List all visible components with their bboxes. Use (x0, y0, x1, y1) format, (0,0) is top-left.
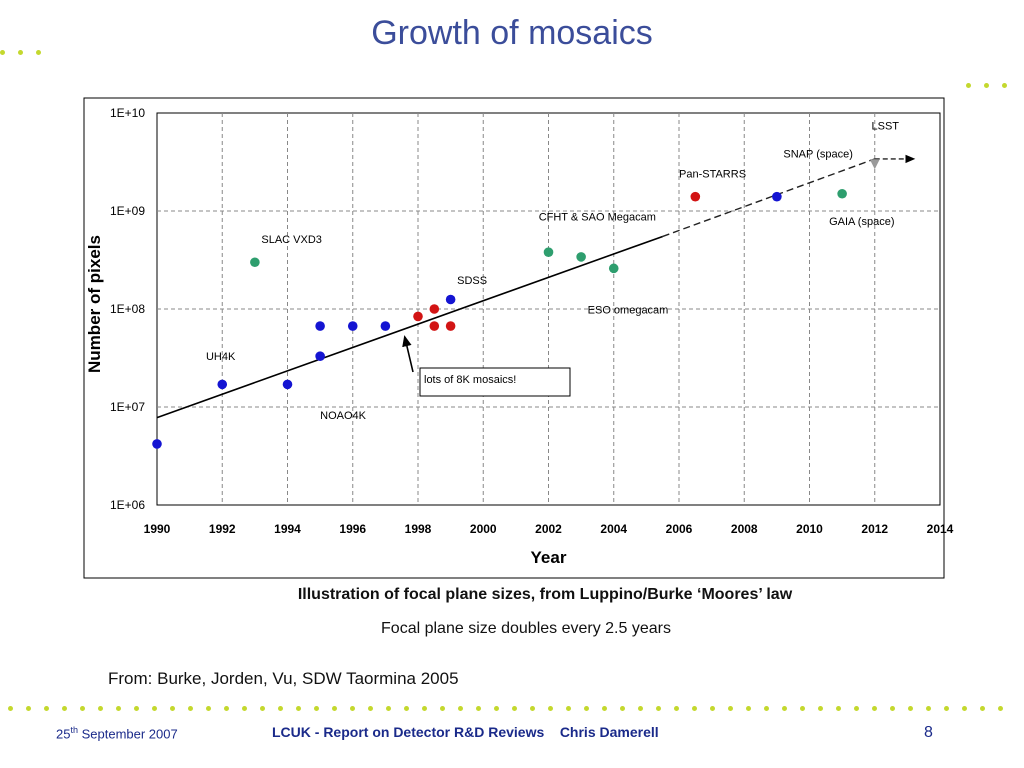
annotation-label: GAIA (space) (829, 216, 894, 228)
annotation-label: LSST (871, 120, 899, 132)
y-tick-label: 1E+08 (110, 302, 145, 316)
trend-projection (662, 158, 875, 238)
callout-box (419, 367, 571, 397)
data-point-blue (282, 379, 293, 390)
decorative-dots-left (0, 50, 54, 55)
annotation-label: ESO omegacam (588, 304, 669, 316)
data-point-blue (217, 379, 228, 390)
x-tick-label: 1994 (274, 522, 301, 536)
data-point-green (543, 247, 554, 257)
data-point-red (429, 321, 440, 331)
x-tick-label: 1998 (405, 522, 432, 536)
footer-date-rest: September 2007 (77, 726, 178, 742)
data-point-red (445, 321, 456, 331)
footer-dots (8, 706, 1016, 711)
annotation-label: Pan-STARRS (679, 168, 746, 180)
x-tick-label: 2000 (470, 522, 497, 536)
trend-line (156, 235, 663, 419)
data-point-green (608, 263, 619, 274)
footer-title: LCUK - Report on Detector R&D Reviews Ch… (272, 724, 659, 740)
y-tick-label: 1E+07 (110, 400, 145, 414)
x-tick-label: 2006 (666, 522, 693, 536)
footer-date-day: 25 (56, 726, 71, 742)
slide-title: Growth of mosaics (371, 14, 653, 52)
data-point-blue (380, 321, 391, 331)
x-tick-label: 2010 (796, 522, 823, 536)
x-tick-label: 2014 (927, 522, 954, 536)
annotation-label: SDSS (457, 275, 487, 287)
source-citation: From: Burke, Jorden, Vu, SDW Taormina 20… (108, 669, 459, 688)
data-point-red (429, 304, 440, 314)
x-tick-label: 1992 (209, 522, 236, 536)
chart-caption: Illustration of focal plane sizes, from … (297, 586, 793, 603)
page-number: 8 (924, 724, 933, 741)
annotation-label: UH4K (206, 351, 236, 363)
data-point-green (576, 252, 586, 262)
data-point-red (413, 311, 423, 322)
y-tick-label: 1E+10 (110, 106, 145, 120)
x-axis-label: Year (531, 548, 567, 567)
x-tick-label: 2004 (600, 522, 627, 536)
chart-frame (83, 97, 945, 579)
footer-date: 25th September 2007 (56, 725, 178, 741)
annotation-label: NOAO4K (320, 410, 367, 422)
data-point-green (837, 188, 847, 199)
x-tick-label: 1996 (339, 522, 366, 536)
data-point-blue (445, 294, 456, 305)
x-tick-label: 1990 (144, 522, 171, 536)
callout-label: lots of 8K mosaics! (424, 374, 516, 386)
data-point-blue (772, 191, 782, 202)
callout-arrow (402, 335, 414, 373)
data-point-blue (152, 439, 162, 449)
x-tick-label: 2012 (861, 522, 888, 536)
data-point-grey (869, 159, 880, 170)
data-point-green (250, 257, 260, 268)
data-point-blue (315, 351, 325, 361)
annotation-label: SLAC VXD3 (261, 234, 322, 246)
decorative-dots-right (966, 83, 1020, 88)
x-tick-label: 2008 (731, 522, 758, 536)
annotation-label: CFHT & SAO Megacam (539, 211, 656, 223)
data-point-blue (315, 321, 325, 331)
y-tick-label: 1E+06 (110, 498, 145, 512)
y-axis-label: Number of pixels (85, 235, 104, 373)
data-point-red (690, 191, 701, 202)
data-point-blue (347, 321, 358, 331)
mosaic-growth-chart: 1990 1992 1994 1996 1998 2000 2002 2004 2006 2008… (83, 97, 954, 579)
chart-subcaption: Focal plane size doubles every 2.5 years (381, 620, 671, 637)
footer-date-suffix: th (70, 725, 78, 735)
x-tick-label: 2002 (535, 522, 562, 536)
y-tick-label: 1E+09 (110, 204, 145, 218)
annotation-label: SNAP (space) (783, 149, 853, 161)
